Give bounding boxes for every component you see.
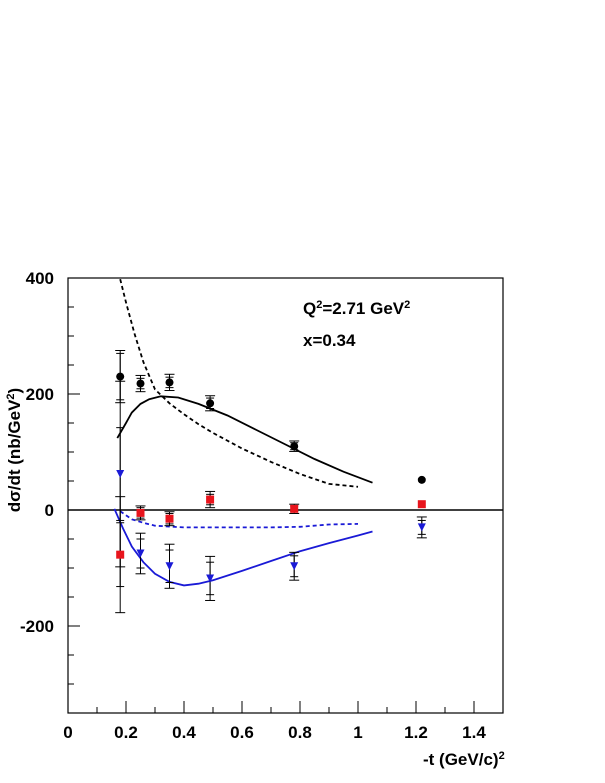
- q2-annotation: Q2=2.71 GeV2: [303, 299, 410, 318]
- data-point-circle: [206, 399, 215, 408]
- data-point-circle: [417, 475, 426, 484]
- data-point-square: [165, 514, 174, 523]
- data-point-circle: [136, 379, 145, 388]
- axis-ticks: [67, 277, 504, 714]
- model-curves: [113, 278, 373, 587]
- y-tick-label: 0: [45, 501, 54, 520]
- y-tick-label: 200: [26, 385, 54, 404]
- data-point-circle: [165, 378, 174, 387]
- y-axis-title: dσ/dt (nb/GeV2): [5, 388, 24, 512]
- data-point-triangle: [206, 574, 215, 583]
- model-curve: [113, 508, 373, 587]
- x-tick-label: 0.4: [172, 723, 196, 742]
- x-tick-label: 0.6: [230, 723, 254, 742]
- x-tick-label: 0.2: [114, 723, 138, 742]
- model-curve: [119, 510, 359, 529]
- y-tick-label: -200: [20, 617, 54, 636]
- x-tick-label: 1.2: [404, 723, 428, 742]
- data-point-triangle: [116, 470, 125, 479]
- data-point-square: [136, 508, 145, 517]
- data-point-square: [290, 504, 299, 513]
- data-point-circle: [116, 372, 125, 381]
- model-curve: [116, 395, 373, 484]
- x-axis-title: -t (GeV/c)2: [423, 750, 505, 769]
- x-annotation: x=0.34: [303, 331, 356, 350]
- data-point-square: [417, 500, 426, 509]
- error-bars: [115, 350, 427, 614]
- x-tick-label: 0.8: [288, 723, 312, 742]
- x-tick-label: 1: [353, 723, 362, 742]
- data-point-square: [116, 550, 125, 559]
- data-point-circle: [290, 442, 299, 451]
- data-point-triangle: [417, 523, 426, 532]
- tick-labels: 0 0.2 0.4 0.6 0.8 1 1.2 1.4 400 200 0 -200: [20, 269, 486, 742]
- y-tick-label: 400: [26, 269, 54, 288]
- data-markers: [116, 372, 426, 583]
- model-curve: [119, 278, 359, 488]
- x-tick-label: 1.4: [462, 723, 486, 742]
- x-tick-label: 0: [63, 723, 72, 742]
- data-point-square: [206, 495, 215, 504]
- data-point-triangle: [290, 562, 299, 571]
- plot-frame: [67, 277, 504, 714]
- data-point-triangle: [136, 549, 145, 558]
- data-point-triangle: [165, 562, 174, 571]
- plot-border: [67, 277, 504, 714]
